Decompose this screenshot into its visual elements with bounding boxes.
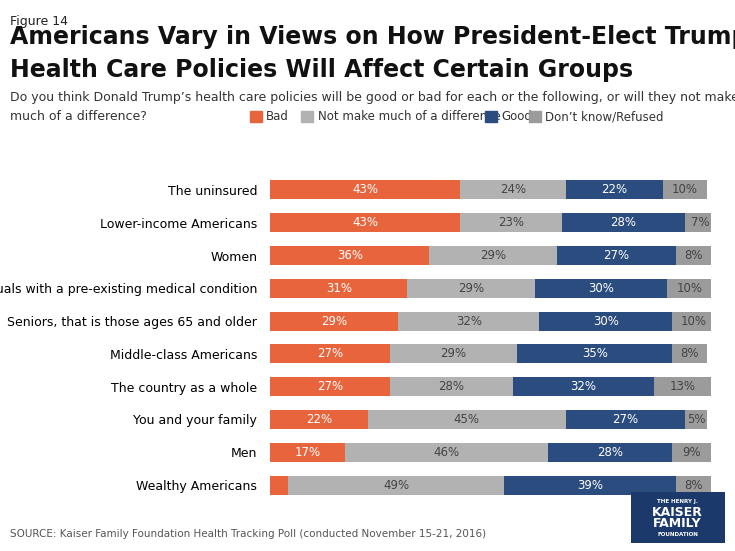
Bar bbox=[672, 442, 711, 462]
Bar bbox=[270, 442, 345, 462]
Bar bbox=[460, 180, 566, 199]
Bar bbox=[270, 344, 390, 364]
Text: 10%: 10% bbox=[676, 282, 703, 295]
Bar bbox=[535, 279, 667, 298]
Bar bbox=[672, 344, 707, 364]
Text: 22%: 22% bbox=[306, 413, 332, 426]
Text: 32%: 32% bbox=[456, 315, 482, 328]
Text: 29%: 29% bbox=[440, 347, 467, 360]
Bar bbox=[566, 410, 685, 429]
Text: 27%: 27% bbox=[317, 380, 343, 393]
Text: 5%: 5% bbox=[686, 413, 706, 426]
Text: 45%: 45% bbox=[453, 413, 480, 426]
Bar bbox=[429, 246, 557, 265]
Text: 13%: 13% bbox=[670, 380, 696, 393]
Bar bbox=[539, 311, 672, 331]
Text: Figure 14: Figure 14 bbox=[10, 15, 68, 29]
Bar bbox=[654, 377, 711, 396]
Text: Don’t know/Refused: Don’t know/Refused bbox=[545, 110, 664, 123]
Text: 30%: 30% bbox=[592, 315, 619, 328]
Text: 23%: 23% bbox=[498, 216, 524, 229]
Bar bbox=[398, 311, 539, 331]
Text: 36%: 36% bbox=[337, 249, 363, 262]
Text: Americans Vary in Views on How President-Elect Trump’s: Americans Vary in Views on How President… bbox=[10, 25, 735, 49]
Text: 27%: 27% bbox=[317, 347, 343, 360]
Text: 10%: 10% bbox=[681, 315, 707, 328]
Text: 29%: 29% bbox=[458, 282, 484, 295]
Text: 10%: 10% bbox=[672, 183, 698, 197]
Text: 8%: 8% bbox=[680, 347, 699, 360]
Bar bbox=[562, 213, 685, 233]
Bar bbox=[270, 377, 390, 396]
Text: 28%: 28% bbox=[610, 216, 637, 229]
Bar bbox=[685, 410, 707, 429]
Text: 9%: 9% bbox=[682, 446, 701, 459]
Bar bbox=[270, 213, 460, 233]
Bar bbox=[460, 213, 562, 233]
Text: 43%: 43% bbox=[352, 216, 379, 229]
Text: 24%: 24% bbox=[500, 183, 526, 197]
Bar bbox=[270, 311, 398, 331]
Bar bbox=[390, 377, 513, 396]
Bar bbox=[390, 344, 517, 364]
Text: 29%: 29% bbox=[321, 315, 348, 328]
Bar bbox=[672, 311, 716, 331]
Text: Bad: Bad bbox=[266, 110, 289, 123]
Text: 46%: 46% bbox=[434, 446, 460, 459]
Text: 29%: 29% bbox=[480, 249, 506, 262]
Text: THE HENRY J.: THE HENRY J. bbox=[657, 499, 698, 504]
Text: much of a difference?: much of a difference? bbox=[10, 110, 147, 123]
Bar bbox=[663, 180, 707, 199]
Bar bbox=[685, 213, 716, 233]
Text: FAMILY: FAMILY bbox=[653, 517, 702, 530]
Text: 27%: 27% bbox=[612, 413, 639, 426]
Bar bbox=[667, 279, 711, 298]
Text: 17%: 17% bbox=[295, 446, 321, 459]
Text: 27%: 27% bbox=[603, 249, 630, 262]
Bar bbox=[368, 410, 566, 429]
Bar bbox=[513, 377, 654, 396]
Text: 35%: 35% bbox=[581, 347, 608, 360]
Bar bbox=[407, 279, 535, 298]
Text: 28%: 28% bbox=[438, 380, 465, 393]
Text: Do you think Donald Trump’s health care policies will be good or bad for each or: Do you think Donald Trump’s health care … bbox=[10, 91, 735, 104]
Bar bbox=[345, 442, 548, 462]
Bar bbox=[566, 180, 663, 199]
Text: SOURCE: Kaiser Family Foundation Health Tracking Poll (conducted November 15-21,: SOURCE: Kaiser Family Foundation Health … bbox=[10, 529, 487, 539]
Text: 8%: 8% bbox=[684, 478, 703, 491]
Bar bbox=[270, 410, 368, 429]
Bar bbox=[270, 180, 460, 199]
Text: 8%: 8% bbox=[684, 249, 703, 262]
Text: 22%: 22% bbox=[601, 183, 628, 197]
Text: 7%: 7% bbox=[691, 216, 710, 229]
Text: 43%: 43% bbox=[352, 183, 379, 197]
Bar bbox=[517, 344, 672, 364]
Text: 30%: 30% bbox=[588, 282, 614, 295]
Text: Good: Good bbox=[501, 110, 532, 123]
Text: 28%: 28% bbox=[597, 446, 623, 459]
Bar bbox=[548, 442, 672, 462]
Text: KAISER: KAISER bbox=[652, 506, 703, 519]
Text: FOUNDATION: FOUNDATION bbox=[657, 532, 698, 537]
Bar bbox=[676, 476, 711, 495]
Text: 32%: 32% bbox=[570, 380, 597, 393]
Bar bbox=[288, 476, 504, 495]
Text: Health Care Policies Will Affect Certain Groups: Health Care Policies Will Affect Certain… bbox=[10, 58, 634, 82]
Text: 39%: 39% bbox=[577, 478, 603, 491]
Bar bbox=[676, 246, 711, 265]
Bar bbox=[270, 246, 429, 265]
Bar bbox=[270, 476, 288, 495]
Text: 49%: 49% bbox=[383, 478, 409, 491]
Bar bbox=[270, 279, 407, 298]
Bar bbox=[504, 476, 676, 495]
Text: Not make much of a difference: Not make much of a difference bbox=[318, 110, 501, 123]
Bar bbox=[557, 246, 676, 265]
Text: 31%: 31% bbox=[326, 282, 352, 295]
